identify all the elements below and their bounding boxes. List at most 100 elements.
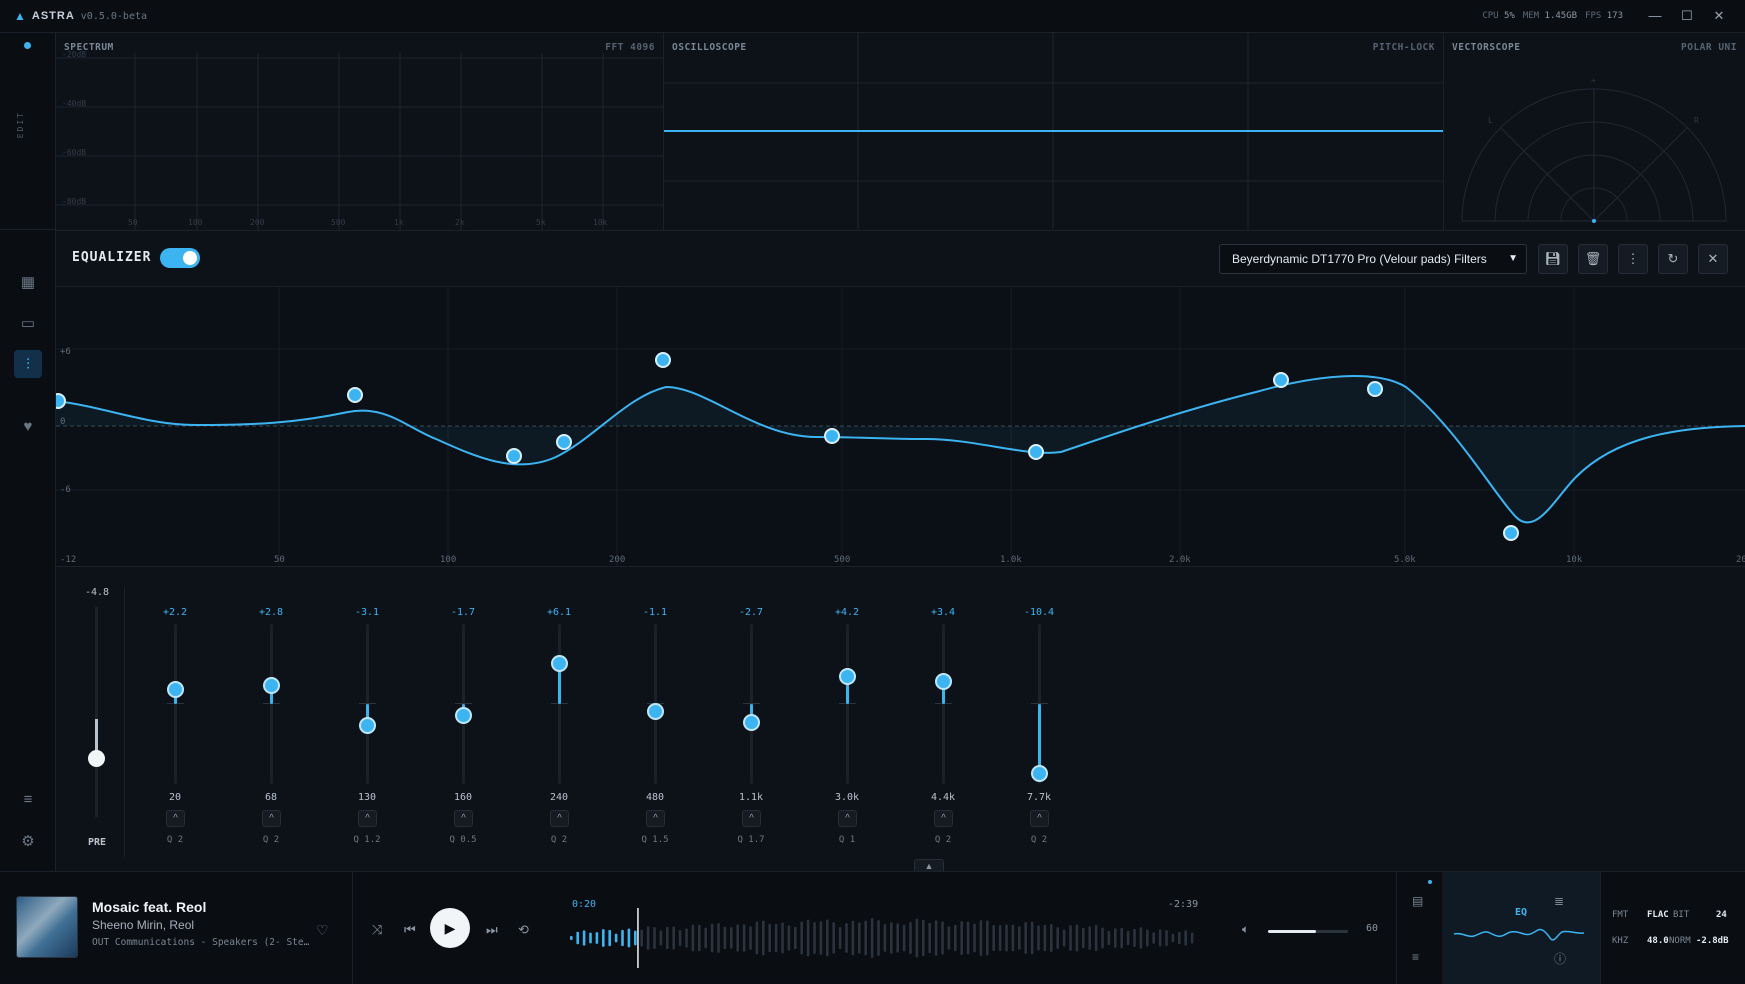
band-q[interactable]: Q 0.5 [449, 835, 477, 845]
fft-size[interactable]: FFT 4096 [605, 42, 655, 53]
peak-filter-icon[interactable]: ^ [262, 810, 281, 827]
eq-band-slider[interactable]: -1.7 160 ^ Q 0.5 [433, 567, 493, 872]
delete-preset-button[interactable]: 🗑︎ [1578, 244, 1608, 274]
band-track[interactable] [174, 624, 177, 784]
band-knob[interactable] [647, 703, 664, 721]
band-frequency[interactable]: 68 [264, 792, 278, 803]
peak-filter-icon[interactable]: ^ [1030, 810, 1049, 827]
lyrics-icon[interactable]: ▤ [1412, 894, 1424, 908]
settings-gear-icon[interactable]: ⚙ [21, 833, 35, 850]
band-frequency[interactable]: 480 [645, 792, 665, 803]
band-knob[interactable] [839, 668, 856, 685]
repeat-icon[interactable]: ⟲ [518, 922, 529, 937]
band-knob[interactable] [1031, 765, 1048, 783]
pitch-lock-toggle[interactable]: PITCH-LOCK [1372, 42, 1435, 53]
close-eq-button[interactable]: ✕ [1698, 244, 1728, 274]
info-icon[interactable]: ⓘ [1554, 952, 1567, 966]
band-q[interactable]: Q 2 [934, 835, 952, 845]
eq-band-slider[interactable]: +2.2 20 ^ Q 2 [145, 567, 205, 872]
peak-filter-icon[interactable]: ^ [646, 810, 665, 827]
equalizer-enable-toggle[interactable] [160, 248, 200, 268]
album-art[interactable] [16, 896, 78, 958]
play-button[interactable]: ▶ [430, 908, 470, 948]
shuffle-icon[interactable]: ⤨ [372, 922, 383, 937]
edit-label[interactable]: EDIT [16, 111, 25, 139]
more-options-button[interactable]: ⋮ [1618, 244, 1648, 274]
queue-icon[interactable]: ≡ [23, 790, 33, 808]
band-knob[interactable] [935, 673, 952, 691]
peak-filter-icon[interactable]: ^ [358, 810, 377, 827]
eq-band-slider[interactable]: +6.1 240 ^ Q 2 [529, 567, 589, 872]
band-knob[interactable] [263, 677, 280, 695]
peak-filter-icon[interactable]: ^ [838, 810, 857, 827]
polar-mode-toggle[interactable]: POLAR UNI [1681, 42, 1737, 53]
eq-band-slider[interactable]: +2.8 68 ^ Q 2 [241, 567, 301, 872]
preamp-knob[interactable] [88, 750, 105, 767]
band-track[interactable] [558, 624, 561, 784]
band-frequency[interactable]: 4.4k [930, 792, 956, 803]
like-heart-icon[interactable]: ♡ [316, 922, 329, 938]
band-knob[interactable] [167, 681, 184, 699]
waveform-seekbar[interactable] [568, 908, 1204, 968]
band-frequency[interactable]: 240 [549, 792, 569, 803]
eq-band-slider[interactable]: -3.1 130 ^ Q 1.2 [337, 567, 397, 872]
preset-select[interactable]: Beyerdynamic DT1770 Pro (Velour pads) Fi… [1219, 244, 1527, 274]
volume-slider[interactable] [1268, 930, 1348, 933]
band-frequency[interactable]: 7.7k [1026, 792, 1052, 803]
collapse-panel-button[interactable]: ▲ [914, 859, 944, 872]
preamp-slider[interactable]: -4.8 PRE [72, 567, 122, 872]
band-q[interactable]: Q 1.7 [737, 835, 765, 845]
eq-response-graph[interactable]: +6 0 -6 -12 50 100 200 500 1.0k 2.0k 5.0… [56, 286, 1745, 567]
eq-band-slider[interactable]: -1.1 480 ^ Q 1.5 [625, 567, 685, 872]
band-q[interactable]: Q 2 [262, 835, 280, 845]
next-track-icon[interactable]: ⏭︎ [486, 922, 498, 937]
track-artist[interactable]: Sheeno Mirin, Reol [92, 918, 195, 932]
band-track[interactable] [846, 624, 849, 784]
band-q[interactable]: Q 1 [838, 835, 856, 845]
eq-band-slider[interactable]: -2.7 1.1k ^ Q 1.7 [721, 567, 781, 872]
peak-filter-icon[interactable]: ^ [166, 810, 185, 827]
band-frequency[interactable]: 3.0k [834, 792, 860, 803]
queue-music-icon[interactable]: ≣ [1554, 894, 1565, 908]
heart-icon[interactable]: ♥ [23, 417, 33, 435]
peak-filter-icon[interactable]: ^ [550, 810, 569, 827]
band-knob[interactable] [551, 655, 568, 673]
peak-filter-icon[interactable]: ^ [454, 810, 473, 827]
eq-band-slider[interactable]: +3.4 4.4k ^ Q 2 [913, 567, 973, 872]
minimize-button[interactable]: — [1648, 8, 1662, 23]
band-track[interactable] [270, 624, 273, 784]
save-preset-button[interactable]: 💾︎ [1538, 244, 1568, 274]
equalizer-sliders-icon[interactable]: ⫶ [14, 350, 42, 378]
band-frequency[interactable]: 1.1k [738, 792, 764, 803]
library-icon[interactable]: ▭ [20, 315, 36, 332]
previous-track-icon[interactable]: ⏮︎ [404, 922, 416, 937]
list-icon[interactable]: ≡ [1412, 950, 1420, 964]
reset-button[interactable]: ↻ [1658, 244, 1688, 274]
close-window-button[interactable]: ✕ [1713, 8, 1725, 23]
maximize-button[interactable]: ☐ [1681, 8, 1693, 23]
track-title[interactable]: Mosaic feat. Reol [92, 899, 207, 915]
band-knob[interactable] [743, 714, 760, 731]
band-frequency[interactable]: 20 [168, 792, 182, 803]
band-q[interactable]: Q 2 [1030, 835, 1048, 845]
preamp-track[interactable] [95, 607, 98, 817]
grid-icon[interactable]: ▦ [20, 274, 36, 291]
band-track[interactable] [942, 624, 945, 784]
band-q[interactable]: Q 1.5 [641, 835, 669, 845]
band-gain: -1.7 [450, 607, 476, 618]
peak-filter-icon[interactable]: ^ [742, 810, 761, 827]
eq-mini-view-button[interactable]: EQ [1442, 872, 1600, 984]
band-q[interactable]: Q 2 [550, 835, 568, 845]
eq-band-slider[interactable]: +4.2 3.0k ^ Q 1 [817, 567, 877, 872]
volume-icon[interactable]: 🔈︎ [1242, 922, 1250, 936]
band-knob[interactable] [455, 707, 472, 725]
eq-band-slider[interactable]: -10.4 7.7k ^ Q 2 [1009, 567, 1069, 872]
band-q[interactable]: Q 2 [166, 835, 184, 845]
output-device[interactable]: OUT Communications - Speakers (2- Ste… [92, 937, 310, 948]
band-frequency[interactable]: 160 [453, 792, 473, 803]
eq-curve-svg[interactable]: +6 0 -6 -12 50 100 200 500 1.0k 2.0k 5.0… [56, 287, 1745, 567]
band-frequency[interactable]: 130 [357, 792, 377, 803]
band-q[interactable]: Q 1.2 [353, 835, 381, 845]
band-knob[interactable] [359, 716, 376, 734]
peak-filter-icon[interactable]: ^ [934, 810, 953, 827]
